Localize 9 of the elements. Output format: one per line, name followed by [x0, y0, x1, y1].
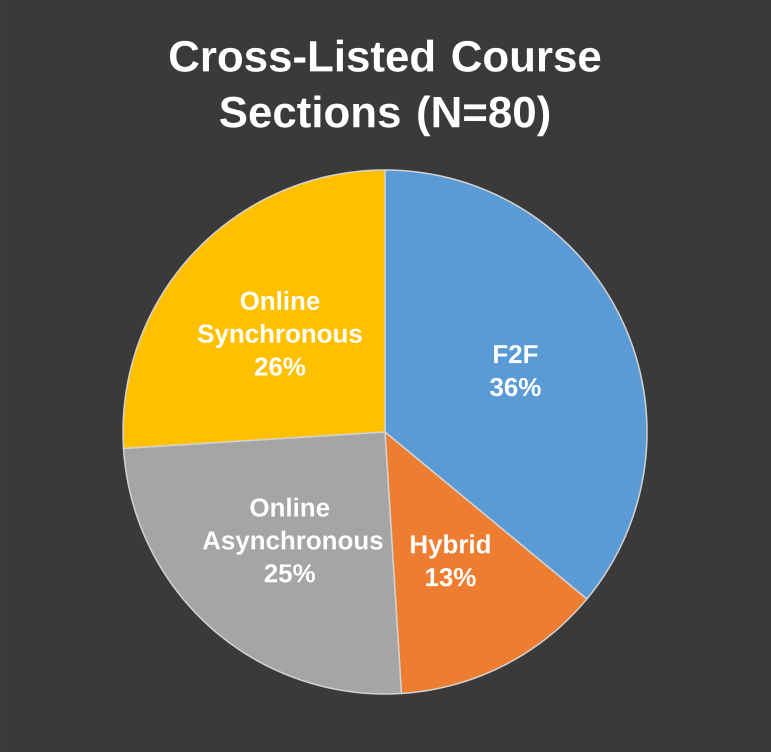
slice-label: Hybrid — [411, 534, 490, 559]
slice-label: F2F — [494, 344, 538, 364]
slice-label: Online Asynchronous — [202, 498, 383, 555]
data-label: 13% — [426, 568, 476, 586]
data-label: 25% — [264, 564, 315, 582]
data-label: 26% — [254, 357, 306, 376]
slice-label: Online Synchronous — [198, 290, 362, 348]
chart-title: Cross-Listed Course Sections (N=80) — [170, 40, 600, 136]
data-label: 36% — [490, 378, 541, 396]
